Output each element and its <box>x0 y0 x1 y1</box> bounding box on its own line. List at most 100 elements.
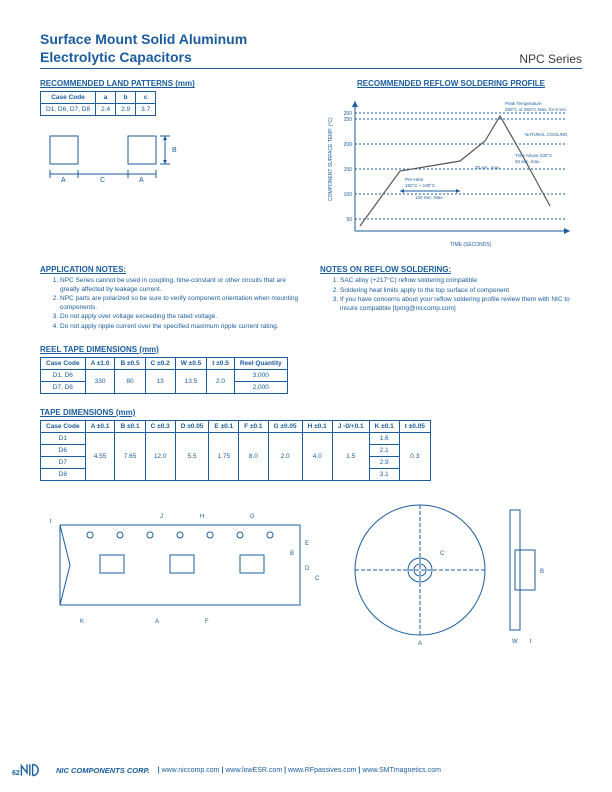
page-title: Surface Mount Solid Aluminum Electrolyti… <box>40 30 247 66</box>
svg-text:J: J <box>160 514 163 520</box>
svg-text:A: A <box>418 641 422 645</box>
table-header: A ±0.1 <box>85 421 115 433</box>
table-cell: 0.3 <box>399 433 430 481</box>
svg-text:Peak Temperature: Peak Temperature <box>505 101 542 106</box>
table-cell: 4.0 <box>302 433 332 481</box>
table-cell: D6 <box>41 445 86 457</box>
table-header: C ±0.2 <box>145 358 175 370</box>
svg-text:B: B <box>172 147 177 154</box>
series-label: NPC Series <box>519 52 582 66</box>
svg-text:A: A <box>61 177 66 184</box>
table-cell: 3,000 <box>234 370 287 382</box>
table-cell: 1.6 <box>369 433 399 445</box>
svg-text:40 sec. max.: 40 sec. max. <box>515 159 541 164</box>
table-cell: D1, D6, D7, D8 <box>41 104 96 116</box>
land-patterns-section: RECOMMENDED LAND PATTERNS (mm) Case Code… <box>40 79 300 188</box>
table-cell: D8 <box>41 469 86 481</box>
table-header: F ±0.1 <box>239 421 268 433</box>
svg-text:C: C <box>100 177 105 184</box>
table-header: b <box>116 92 136 104</box>
footer-link[interactable]: www.RFpassives.com <box>288 767 356 774</box>
svg-text:Pre-Heat: Pre-Heat <box>405 177 424 182</box>
list-item: NPC parts are polarized so be sure to ve… <box>60 295 300 312</box>
svg-text:150: 150 <box>344 167 353 173</box>
reel-tape-table: Case CodeA ±1.0B ±0.5C ±0.2W ±0.5t ±0.5R… <box>40 357 288 394</box>
svg-text:150°C ~ 180°C: 150°C ~ 180°C <box>405 183 436 188</box>
table-header: W ±0.5 <box>175 358 207 370</box>
reflow-notes-heading: NOTES ON REFLOW SOLDERING: <box>320 265 582 274</box>
svg-text:COMPONENT SURFACE TEMP. (°C): COMPONENT SURFACE TEMP. (°C) <box>328 117 334 201</box>
table-header: H ±0.1 <box>302 421 332 433</box>
svg-text:W: W <box>512 639 518 645</box>
table-header: D ±0.05 <box>175 421 209 433</box>
table-cell: D7, D8 <box>41 382 86 394</box>
tape-dims-table: Case CodeA ±0.1B ±0.1C ±0.3D ±0.05E ±0.1… <box>40 420 431 481</box>
svg-text:t: t <box>50 519 52 525</box>
svg-text:A: A <box>155 619 159 625</box>
table-header: Reel Quantity <box>234 358 287 370</box>
svg-text:TIME (SECONDS): TIME (SECONDS) <box>450 242 492 248</box>
svg-text:Time Above 230°C: Time Above 230°C <box>515 153 553 158</box>
table-cell: 7.65 <box>115 433 145 481</box>
table-cell: D7 <box>41 457 86 469</box>
svg-text:250°C or 260°C Max. for 5 sec.: 250°C or 260°C Max. for 5 sec. <box>505 107 567 112</box>
reflow-profile-section: RECOMMENDED REFLOW SOLDERING PROFILE 50 … <box>320 79 582 251</box>
table-header: K ±0.1 <box>369 421 399 433</box>
table-cell: 2.0 <box>207 370 235 394</box>
svg-text:B: B <box>290 551 294 557</box>
table-cell: 2,000 <box>234 382 287 394</box>
svg-text:120 Sec. Max.: 120 Sec. Max. <box>415 195 444 200</box>
table-cell: 3.1 <box>369 469 399 481</box>
table-cell: 13.5 <box>175 370 207 394</box>
table-cell: D1 <box>41 433 86 445</box>
title-row: Surface Mount Solid Aluminum Electrolyti… <box>40 30 582 69</box>
svg-text:D: D <box>305 566 310 572</box>
land-patterns-table: Case CodeabcD1, D6, D7, D82.42.93.7 <box>40 91 156 116</box>
svg-text:50: 50 <box>346 217 352 223</box>
footer-corp: NIC COMPONENTS CORP. <box>56 766 150 775</box>
table-header: t ±0.5 <box>207 358 235 370</box>
reel-tape-section: REEL TAPE DIMENSIONS (mm) Case CodeA ±1.… <box>40 345 582 394</box>
table-header: t ±0.05 <box>399 421 430 433</box>
table-header: C ±0.3 <box>145 421 175 433</box>
table-cell: 330 <box>85 370 115 394</box>
footer-link[interactable]: www.lowESR.com <box>225 767 282 774</box>
table-cell: 13 <box>145 370 175 394</box>
reel-tape-heading: REEL TAPE DIMENSIONS (mm) <box>40 345 582 354</box>
list-item: Do not apply ripple current over the spe… <box>60 323 300 331</box>
table-cell: D1, D6 <box>41 370 86 382</box>
table-cell: 2.0 <box>268 433 302 481</box>
title-line2: Electrolytic Capacitors <box>40 49 192 65</box>
tape-reel-diagram: t J H G E D C K A F B C A B W t <box>40 495 582 647</box>
svg-text:E: E <box>305 541 309 547</box>
svg-text:260: 260 <box>344 111 353 117</box>
app-notes-section: APPLICATION NOTES: NPC Series cannot be … <box>40 265 300 331</box>
svg-text:B: B <box>540 569 544 575</box>
table-header: Case Code <box>41 421 86 433</box>
table-cell: 3.7 <box>136 104 156 116</box>
svg-text:200: 200 <box>344 142 353 148</box>
table-header: J -0/+0.1 <box>332 421 369 433</box>
svg-text:t: t <box>530 639 532 645</box>
table-cell: 4.55 <box>85 433 115 481</box>
svg-text:30 sec. max.: 30 sec. max. <box>475 165 501 170</box>
table-header: B ±0.1 <box>115 421 145 433</box>
table-cell: 2.1 <box>369 445 399 457</box>
list-item: If you have concerns about your reflow s… <box>340 296 582 313</box>
land-diagram: B A C A <box>40 126 300 188</box>
footer-link[interactable]: www.niccomp.com <box>162 767 220 774</box>
svg-text:C: C <box>315 576 320 582</box>
logo-icon <box>20 763 48 777</box>
table-header: A ±1.0 <box>85 358 115 370</box>
list-item: Do not apply over voltage exceeding the … <box>60 313 300 321</box>
table-cell: 5.5 <box>175 433 209 481</box>
footer: 62 NIC COMPONENTS CORP. | www.niccomp.co… <box>0 763 612 777</box>
table-cell: 2.9 <box>369 457 399 469</box>
footer-link[interactable]: www.SMTmagnetics.com <box>362 767 441 774</box>
list-item: Soldering heat limits apply to the top s… <box>340 287 582 295</box>
reflow-chart: 50 100 150 200 250 260 <box>320 91 580 251</box>
title-line1: Surface Mount Solid Aluminum <box>40 31 247 47</box>
table-cell: 2.9 <box>116 104 136 116</box>
table-header: Case Code <box>41 358 86 370</box>
table-cell: 80 <box>115 370 145 394</box>
